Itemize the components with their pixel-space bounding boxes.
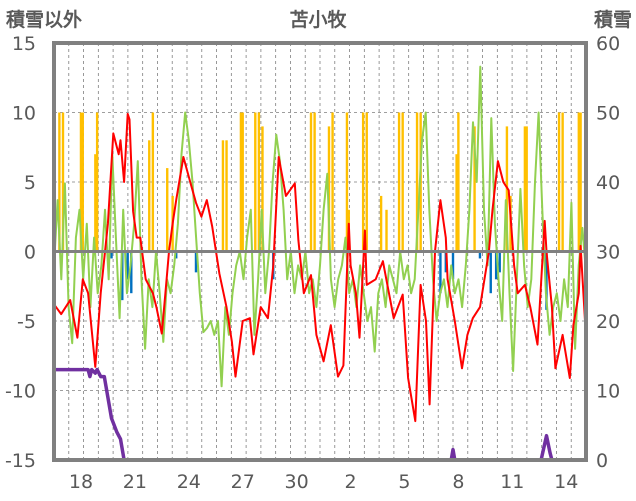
right-tick-label: 0 xyxy=(596,450,608,472)
orange-bar xyxy=(313,112,316,252)
orange-bar xyxy=(241,112,244,252)
orange-bar xyxy=(457,112,460,252)
axes xyxy=(52,41,588,462)
orange-bar xyxy=(225,140,228,252)
blue-bar xyxy=(489,251,492,294)
blue-bar xyxy=(175,251,178,259)
orange-bar xyxy=(257,112,261,252)
right-tick-label: 50 xyxy=(596,103,620,125)
purple-snow-line xyxy=(508,433,586,462)
orange-bar xyxy=(557,112,561,252)
orange-bar xyxy=(579,112,582,252)
blue-bar xyxy=(194,251,198,273)
orange-bar xyxy=(261,126,264,252)
orange-bar xyxy=(401,112,404,252)
x-tick-label: 14 xyxy=(554,471,578,493)
orange-bar xyxy=(148,140,151,252)
blue-bar xyxy=(126,251,129,280)
blue-bar xyxy=(110,251,113,259)
x-tick-label: 21 xyxy=(123,471,147,493)
orange-bar xyxy=(415,112,419,252)
green-series-line xyxy=(53,65,587,388)
orange-bar xyxy=(58,112,61,252)
orange-bar xyxy=(523,126,527,252)
orange-bar xyxy=(81,112,84,252)
orange-bar xyxy=(577,112,581,252)
red-series-line xyxy=(53,112,587,423)
left-tick-label: -5 xyxy=(17,311,36,333)
orange-bar xyxy=(94,154,97,252)
right-tick-label: 60 xyxy=(596,33,620,55)
orange-bar xyxy=(365,112,368,252)
left-axis-label: 積雪以外 xyxy=(6,8,82,31)
orange-bar xyxy=(309,112,313,252)
blue-bar xyxy=(478,251,482,259)
blue-bar xyxy=(545,251,548,310)
orange-bar xyxy=(361,112,365,252)
blue-bar xyxy=(451,251,455,280)
blue-bar xyxy=(439,251,442,294)
orange-bar xyxy=(166,168,169,252)
x-tick-label: 30 xyxy=(285,471,309,493)
gridlines xyxy=(54,43,586,460)
orange-bar xyxy=(473,126,476,252)
x-tick-label: 18 xyxy=(69,471,93,493)
x-tick-label: 2 xyxy=(345,471,357,493)
x-tick-label: 11 xyxy=(500,471,524,493)
left-tick-label: -10 xyxy=(5,381,36,403)
x-tick-label: 24 xyxy=(177,471,201,493)
right-axis-label: 積雪 xyxy=(594,8,632,31)
blue-bar xyxy=(130,251,133,294)
lines xyxy=(53,65,587,462)
left-tick-label: 10 xyxy=(12,103,36,125)
orange-bar xyxy=(397,112,401,252)
blue-bar xyxy=(498,251,501,273)
orange-bar xyxy=(254,112,257,252)
orange-bar xyxy=(95,112,99,252)
purple-snow-line xyxy=(54,367,500,462)
chart-title: 苫小牧 xyxy=(289,8,347,31)
orange-bar xyxy=(379,195,383,252)
orange-bar xyxy=(385,209,388,252)
blue-bar xyxy=(494,251,498,280)
left-tick-label: 15 xyxy=(12,33,36,55)
plot-frame xyxy=(52,41,588,462)
right-tick-label: 10 xyxy=(596,381,620,403)
orange-bar xyxy=(331,112,334,252)
left-tick-label: 0 xyxy=(24,242,36,264)
left-tick-label: 5 xyxy=(24,172,36,194)
orange-bar xyxy=(151,112,155,252)
orange-bar xyxy=(327,126,331,252)
blue-bar xyxy=(444,251,448,273)
orange-bar xyxy=(239,112,243,252)
orange-bar xyxy=(345,112,349,252)
x-tick-label: 5 xyxy=(398,471,410,493)
x-tick-label: 8 xyxy=(452,471,464,493)
blue-bar xyxy=(121,251,124,301)
orange-bar xyxy=(79,112,83,252)
right-tick-label: 20 xyxy=(596,311,620,333)
x-tick-label: 27 xyxy=(231,471,255,493)
right-tick-label: 40 xyxy=(596,172,620,194)
orange-bar xyxy=(561,112,564,252)
orange-bar xyxy=(61,112,65,252)
orange-bar xyxy=(455,154,458,252)
left-tick-label: -15 xyxy=(5,450,36,472)
orange-bar xyxy=(221,140,225,252)
orange-bar xyxy=(525,126,528,252)
right-tick-label: 30 xyxy=(596,242,620,264)
